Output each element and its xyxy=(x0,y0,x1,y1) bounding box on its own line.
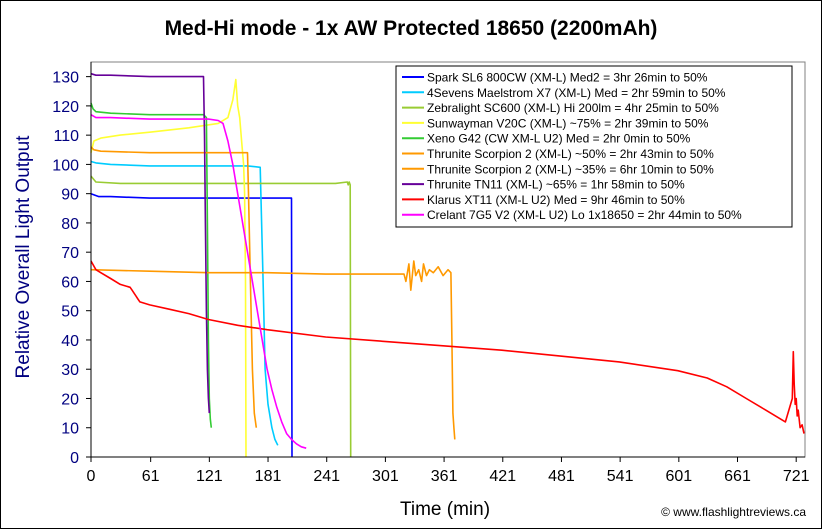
series-line-9 xyxy=(90,260,805,434)
x-tick-label: 421 xyxy=(489,468,516,485)
legend-label-1: Spark SL6 800CW (XM-L) Med2 = 3hr 26min … xyxy=(427,71,708,85)
legend-label-10: Crelant 7G5 V2 (XM-L U2) Lo 1x18650 = 2h… xyxy=(427,208,742,222)
legend-label-6: Thrunite Scorpion 2 (XM-L) ~50% = 2hr 43… xyxy=(427,147,714,161)
series-line-7 xyxy=(90,260,456,440)
x-tick-label: 541 xyxy=(607,468,634,485)
series-line-4 xyxy=(90,78,247,458)
x-axis-label: Time (min) xyxy=(400,499,490,520)
y-tick-label: 10 xyxy=(61,421,79,438)
series-line-3 xyxy=(90,175,352,458)
y-axis-ticks: 0 10 20 30 40 50 60 70 80 90 100 110 120 130 xyxy=(52,70,91,467)
legend-label-7: Thrunite Scorpion 2 (XM-L) ~35% = 6hr 10… xyxy=(427,162,714,176)
y-tick-label: 80 xyxy=(61,216,79,233)
x-tick-label: 241 xyxy=(313,468,340,485)
x-tick-label: 721 xyxy=(783,468,810,485)
chart-title: Med-Hi mode - 1x AW Protected 18650 (220… xyxy=(165,17,658,40)
y-tick-label: 120 xyxy=(52,99,79,116)
legend-label-5: Xeno G42 (CW XM-L U2) Med = 2hr 0min to … xyxy=(427,132,691,146)
y-tick-label: 40 xyxy=(61,333,79,350)
legend-label-8: Thrunite TN11 (XM-L) ~65% = 1hr 58min to… xyxy=(427,178,685,192)
x-tick-label: 601 xyxy=(665,468,692,485)
legend-label-2: 4Sevens Maelstrom X7 (XM-L) Med = 2hr 59… xyxy=(427,86,726,100)
y-tick-label: 50 xyxy=(61,304,79,321)
legend-box xyxy=(395,65,793,228)
credit-text: © www.flashlightreviews.ca xyxy=(661,505,806,519)
y-tick-label: 70 xyxy=(61,245,79,262)
y-tick-label: 60 xyxy=(61,274,79,291)
y-tick-label: 110 xyxy=(53,128,79,145)
x-tick-label: 301 xyxy=(372,468,399,485)
x-tick-label: 61 xyxy=(142,468,160,485)
series-line-6 xyxy=(90,146,258,428)
y-tick-label: 30 xyxy=(61,362,79,379)
x-tick-label: 361 xyxy=(431,468,458,485)
series-line-8 xyxy=(90,72,211,414)
y-tick-label: 90 xyxy=(61,187,79,204)
series-line-10 xyxy=(90,114,307,449)
x-tick-label: 0 xyxy=(87,468,96,485)
x-tick-label: 121 xyxy=(196,468,223,485)
x-tick-label: 481 xyxy=(548,468,575,485)
legend: Spark SL6 800CW (XM-L) Med2 = 3hr 26min … xyxy=(395,65,793,228)
x-tick-label: 181 xyxy=(255,468,282,485)
series-line-1 xyxy=(90,192,293,458)
legend-label-3: Zebralight SC600 (XM-L) Hi 200lm = 4hr 2… xyxy=(427,101,719,115)
legend-label-4: Sunwayman V20C (XM-L) ~75% = 2hr 39min t… xyxy=(427,116,709,130)
y-tick-label: 130 xyxy=(52,70,79,87)
y-axis-label: Relative Overall Light Output xyxy=(13,135,34,379)
y-tick-label: 100 xyxy=(52,157,79,174)
y-tick-label: 0 xyxy=(70,450,79,467)
x-tick-label: 661 xyxy=(724,468,751,485)
x-axis-ticks: 0 61 121 181 241 301 361 421 481 541 601 661 721 xyxy=(87,457,810,485)
y-tick-label: 20 xyxy=(61,391,79,408)
series-line-2 xyxy=(90,160,279,446)
legend-label-9: Klarus XT11 (XM-L U2) Med = 9hr 46min to… xyxy=(427,193,685,207)
